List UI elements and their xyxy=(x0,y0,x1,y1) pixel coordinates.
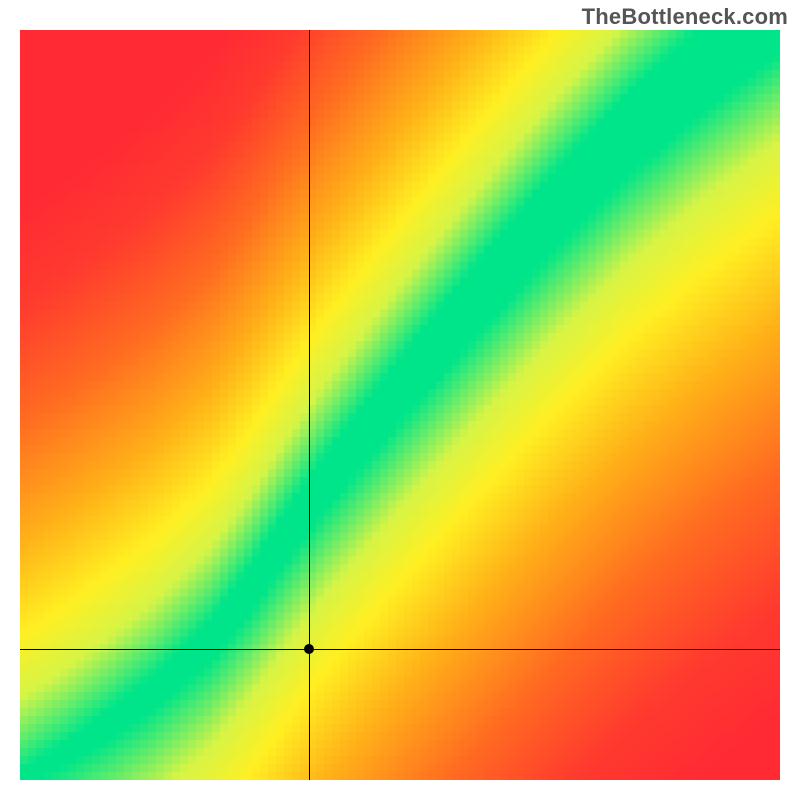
crosshair-vertical xyxy=(309,30,310,780)
chart-container: TheBottleneck.com xyxy=(0,0,800,800)
plot-area xyxy=(20,30,780,780)
crosshair-horizontal xyxy=(20,649,780,650)
heatmap-canvas xyxy=(20,30,780,780)
watermark-text: TheBottleneck.com xyxy=(582,4,788,30)
marker-dot xyxy=(304,644,314,654)
